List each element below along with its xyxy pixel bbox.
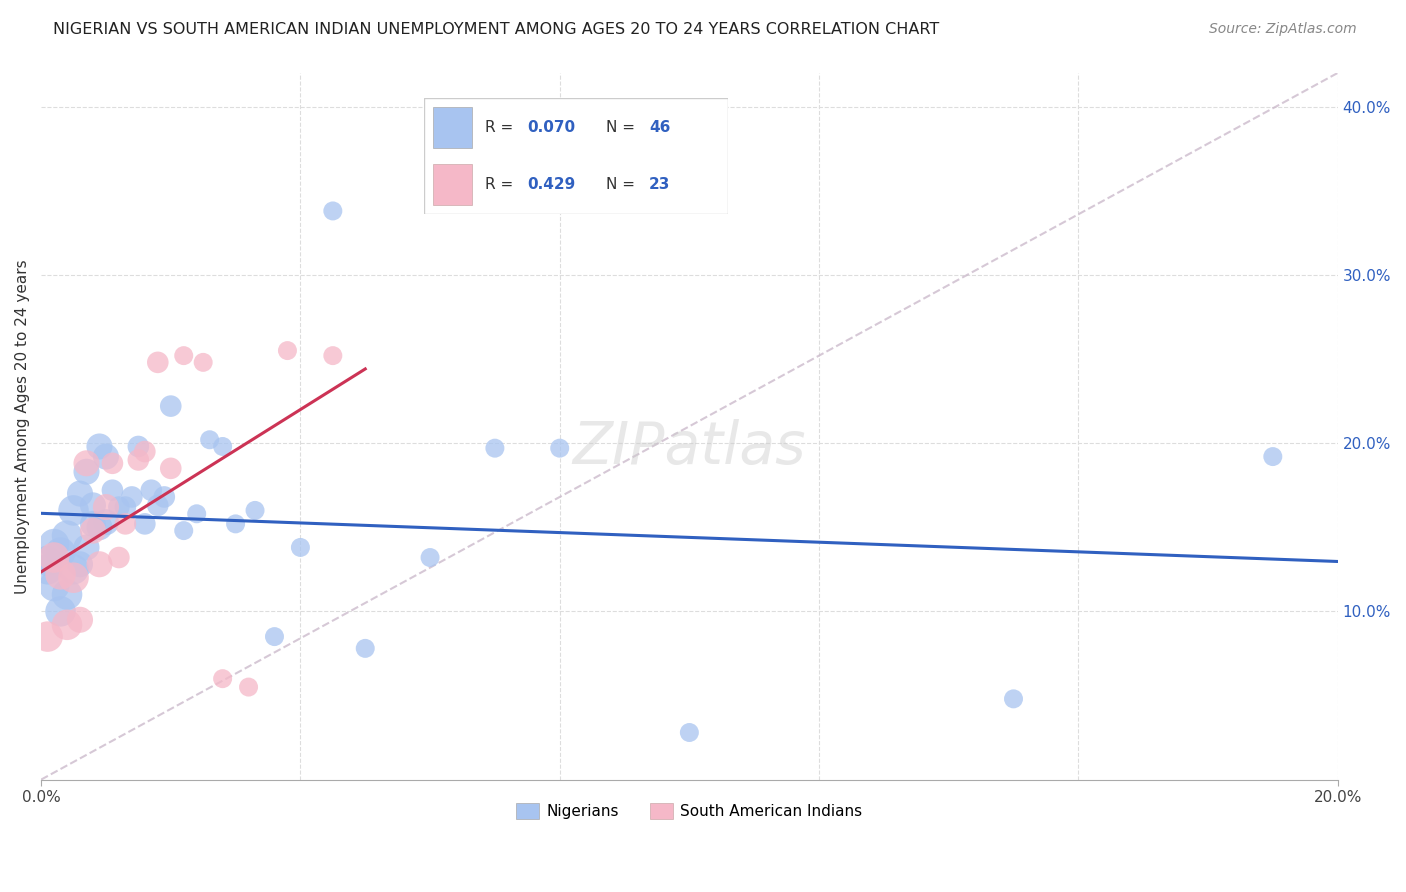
Point [322,349,344,363]
Point [37,630,59,644]
Text: NIGERIAN VS SOUTH AMERICAN INDIAN UNEMPLOYMENT AMONG AGES 20 TO 24 YEARS CORRELA: NIGERIAN VS SOUTH AMERICAN INDIAN UNEMPL… [53,22,939,37]
Point [146,499,169,513]
Point [484,441,506,455]
Point [146,355,169,369]
Point [186,507,208,521]
Point [89,558,111,572]
Point [322,203,344,218]
Point [127,453,149,467]
Point [76,465,98,479]
Point [276,343,298,358]
Point [37,562,59,576]
Point [49,545,72,559]
Point [1261,450,1284,464]
Y-axis label: Unemployment Among Ages 20 to 24 years: Unemployment Among Ages 20 to 24 years [15,259,30,593]
Point [211,672,233,686]
Point [42,579,65,593]
Point [82,524,104,538]
Point [290,541,312,555]
Point [94,450,117,464]
Point [82,516,104,531]
Point [56,588,79,602]
Point [62,503,84,517]
Point [82,499,104,513]
Point [49,567,72,582]
Text: ZIPatlas: ZIPatlas [572,419,806,476]
Point [42,550,65,565]
Point [141,483,163,498]
Point [419,550,441,565]
Point [69,558,91,572]
Point [69,613,91,627]
Point [198,433,221,447]
Text: Source: ZipAtlas.com: Source: ZipAtlas.com [1209,22,1357,37]
Point [101,483,124,498]
Legend: Nigerians, South American Indians: Nigerians, South American Indians [510,797,869,825]
Point [211,440,233,454]
Point [56,617,79,632]
Point [225,516,247,531]
Point [49,604,72,618]
Point [108,550,131,565]
Point [89,520,111,534]
Point [1002,691,1025,706]
Point [243,503,266,517]
Point [94,515,117,529]
Point [263,630,285,644]
Point [56,529,79,543]
Point [42,537,65,551]
Point [159,461,181,475]
Point [134,516,156,531]
Point [173,349,195,363]
Point [62,562,84,576]
Point [94,500,117,514]
Point [101,456,124,470]
Point [354,641,377,656]
Point [173,524,195,538]
Point [114,516,136,531]
Point [193,355,215,369]
Point [108,500,131,514]
Point [76,541,98,555]
Point [114,500,136,514]
Point [238,680,260,694]
Point [37,554,59,568]
Point [62,571,84,585]
Point [127,440,149,454]
Point [89,440,111,454]
Point [121,490,143,504]
Point [134,444,156,458]
Point [678,725,700,739]
Point [159,399,181,413]
Point [69,486,91,500]
Point [548,441,571,455]
Point [153,490,176,504]
Point [76,456,98,470]
